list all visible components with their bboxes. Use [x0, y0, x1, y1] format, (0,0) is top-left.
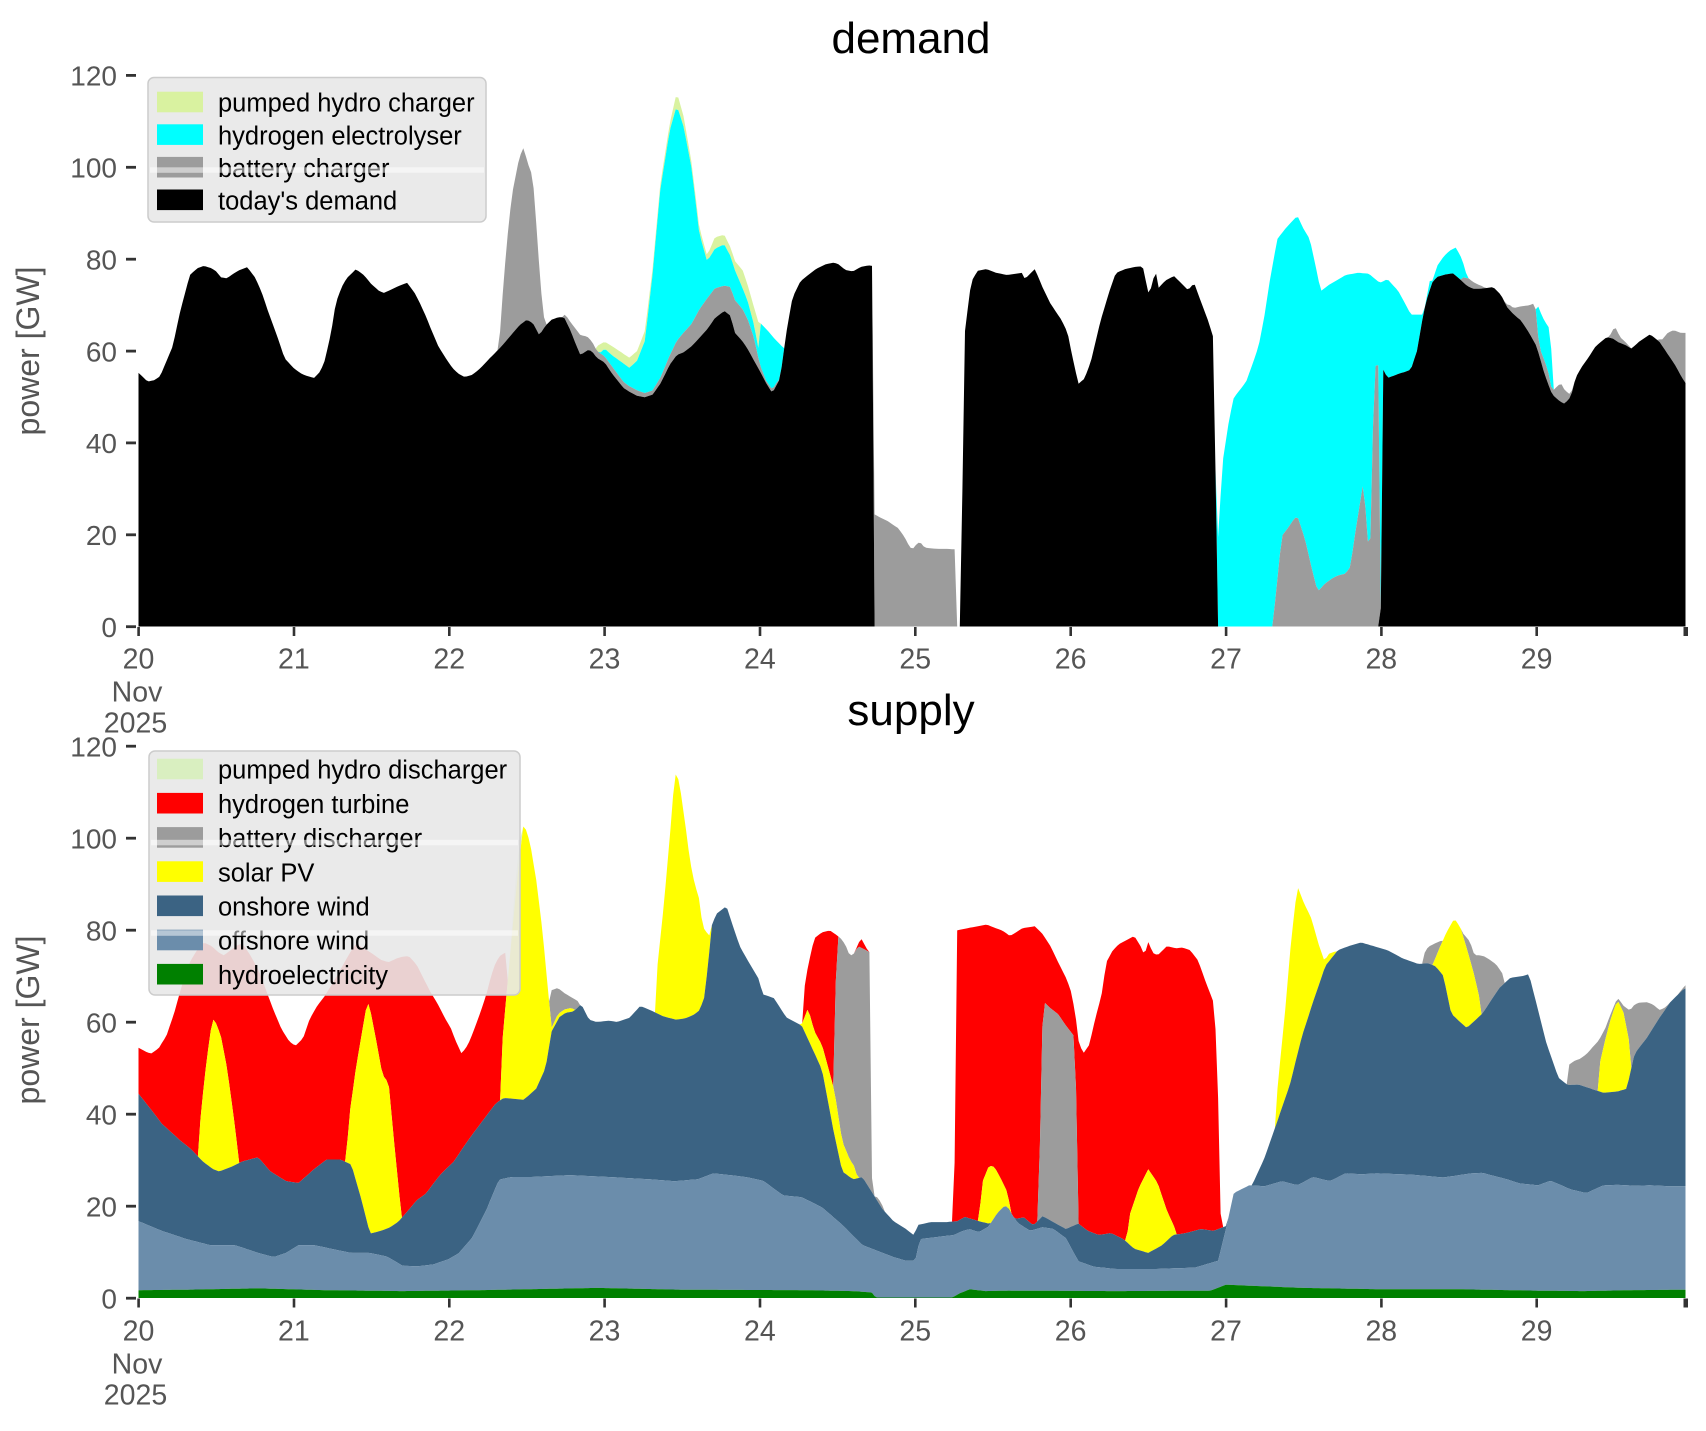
svg-text:21: 21 — [278, 1316, 310, 1348]
svg-text:26: 26 — [1055, 644, 1087, 676]
svg-text:hydrogen turbine: hydrogen turbine — [218, 791, 409, 819]
svg-text:today's demand: today's demand — [218, 188, 397, 216]
svg-text:power [GW]: power [GW] — [10, 267, 46, 436]
svg-text:60: 60 — [86, 336, 117, 367]
svg-text:2025: 2025 — [104, 708, 167, 740]
svg-text:supply: supply — [847, 686, 974, 735]
svg-text:20: 20 — [123, 644, 155, 676]
svg-text:120: 120 — [70, 732, 117, 763]
svg-text:26: 26 — [1055, 1316, 1087, 1348]
svg-text:20: 20 — [123, 1316, 155, 1348]
svg-text:20: 20 — [86, 1192, 117, 1223]
svg-text:hydroelectricity: hydroelectricity — [218, 962, 388, 990]
svg-text:100: 100 — [70, 153, 117, 184]
svg-text:23: 23 — [589, 1316, 621, 1348]
svg-text:pumped hydro discharger: pumped hydro discharger — [218, 757, 508, 785]
svg-text:40: 40 — [86, 428, 117, 459]
svg-text:0: 0 — [101, 612, 117, 643]
svg-text:29: 29 — [1521, 644, 1553, 676]
svg-text:100: 100 — [70, 824, 117, 855]
svg-text:24: 24 — [744, 1316, 776, 1348]
svg-text:2025: 2025 — [104, 1380, 167, 1412]
svg-text:battery discharger: battery discharger — [218, 825, 423, 853]
svg-text:20: 20 — [86, 520, 117, 551]
svg-text:25: 25 — [899, 644, 931, 676]
svg-text:demand: demand — [831, 14, 990, 63]
svg-text:power [GW]: power [GW] — [10, 936, 46, 1105]
svg-text:120: 120 — [70, 61, 117, 92]
svg-text:onshore wind: onshore wind — [218, 894, 370, 922]
svg-text:28: 28 — [1365, 644, 1397, 676]
svg-text:24: 24 — [744, 644, 776, 676]
svg-text:27: 27 — [1210, 1316, 1242, 1348]
svg-text:60: 60 — [86, 1008, 117, 1039]
svg-text:22: 22 — [433, 1316, 465, 1348]
svg-text:pumped hydro charger: pumped hydro charger — [218, 90, 475, 118]
svg-text:solar PV: solar PV — [218, 859, 314, 887]
svg-text:23: 23 — [589, 644, 621, 676]
svg-text:80: 80 — [86, 245, 117, 276]
svg-text:40: 40 — [86, 1100, 117, 1131]
svg-text:Nov: Nov — [112, 676, 163, 708]
svg-text:21: 21 — [278, 644, 310, 676]
svg-text:Nov: Nov — [112, 1348, 163, 1380]
svg-text:hydrogen electrolyser: hydrogen electrolyser — [218, 122, 462, 150]
svg-text:22: 22 — [433, 644, 465, 676]
svg-text:28: 28 — [1365, 1316, 1397, 1348]
svg-text:0: 0 — [101, 1284, 117, 1315]
svg-text:27: 27 — [1210, 644, 1242, 676]
svg-text:29: 29 — [1521, 1316, 1553, 1348]
svg-text:80: 80 — [86, 916, 117, 947]
svg-text:25: 25 — [899, 1316, 931, 1348]
